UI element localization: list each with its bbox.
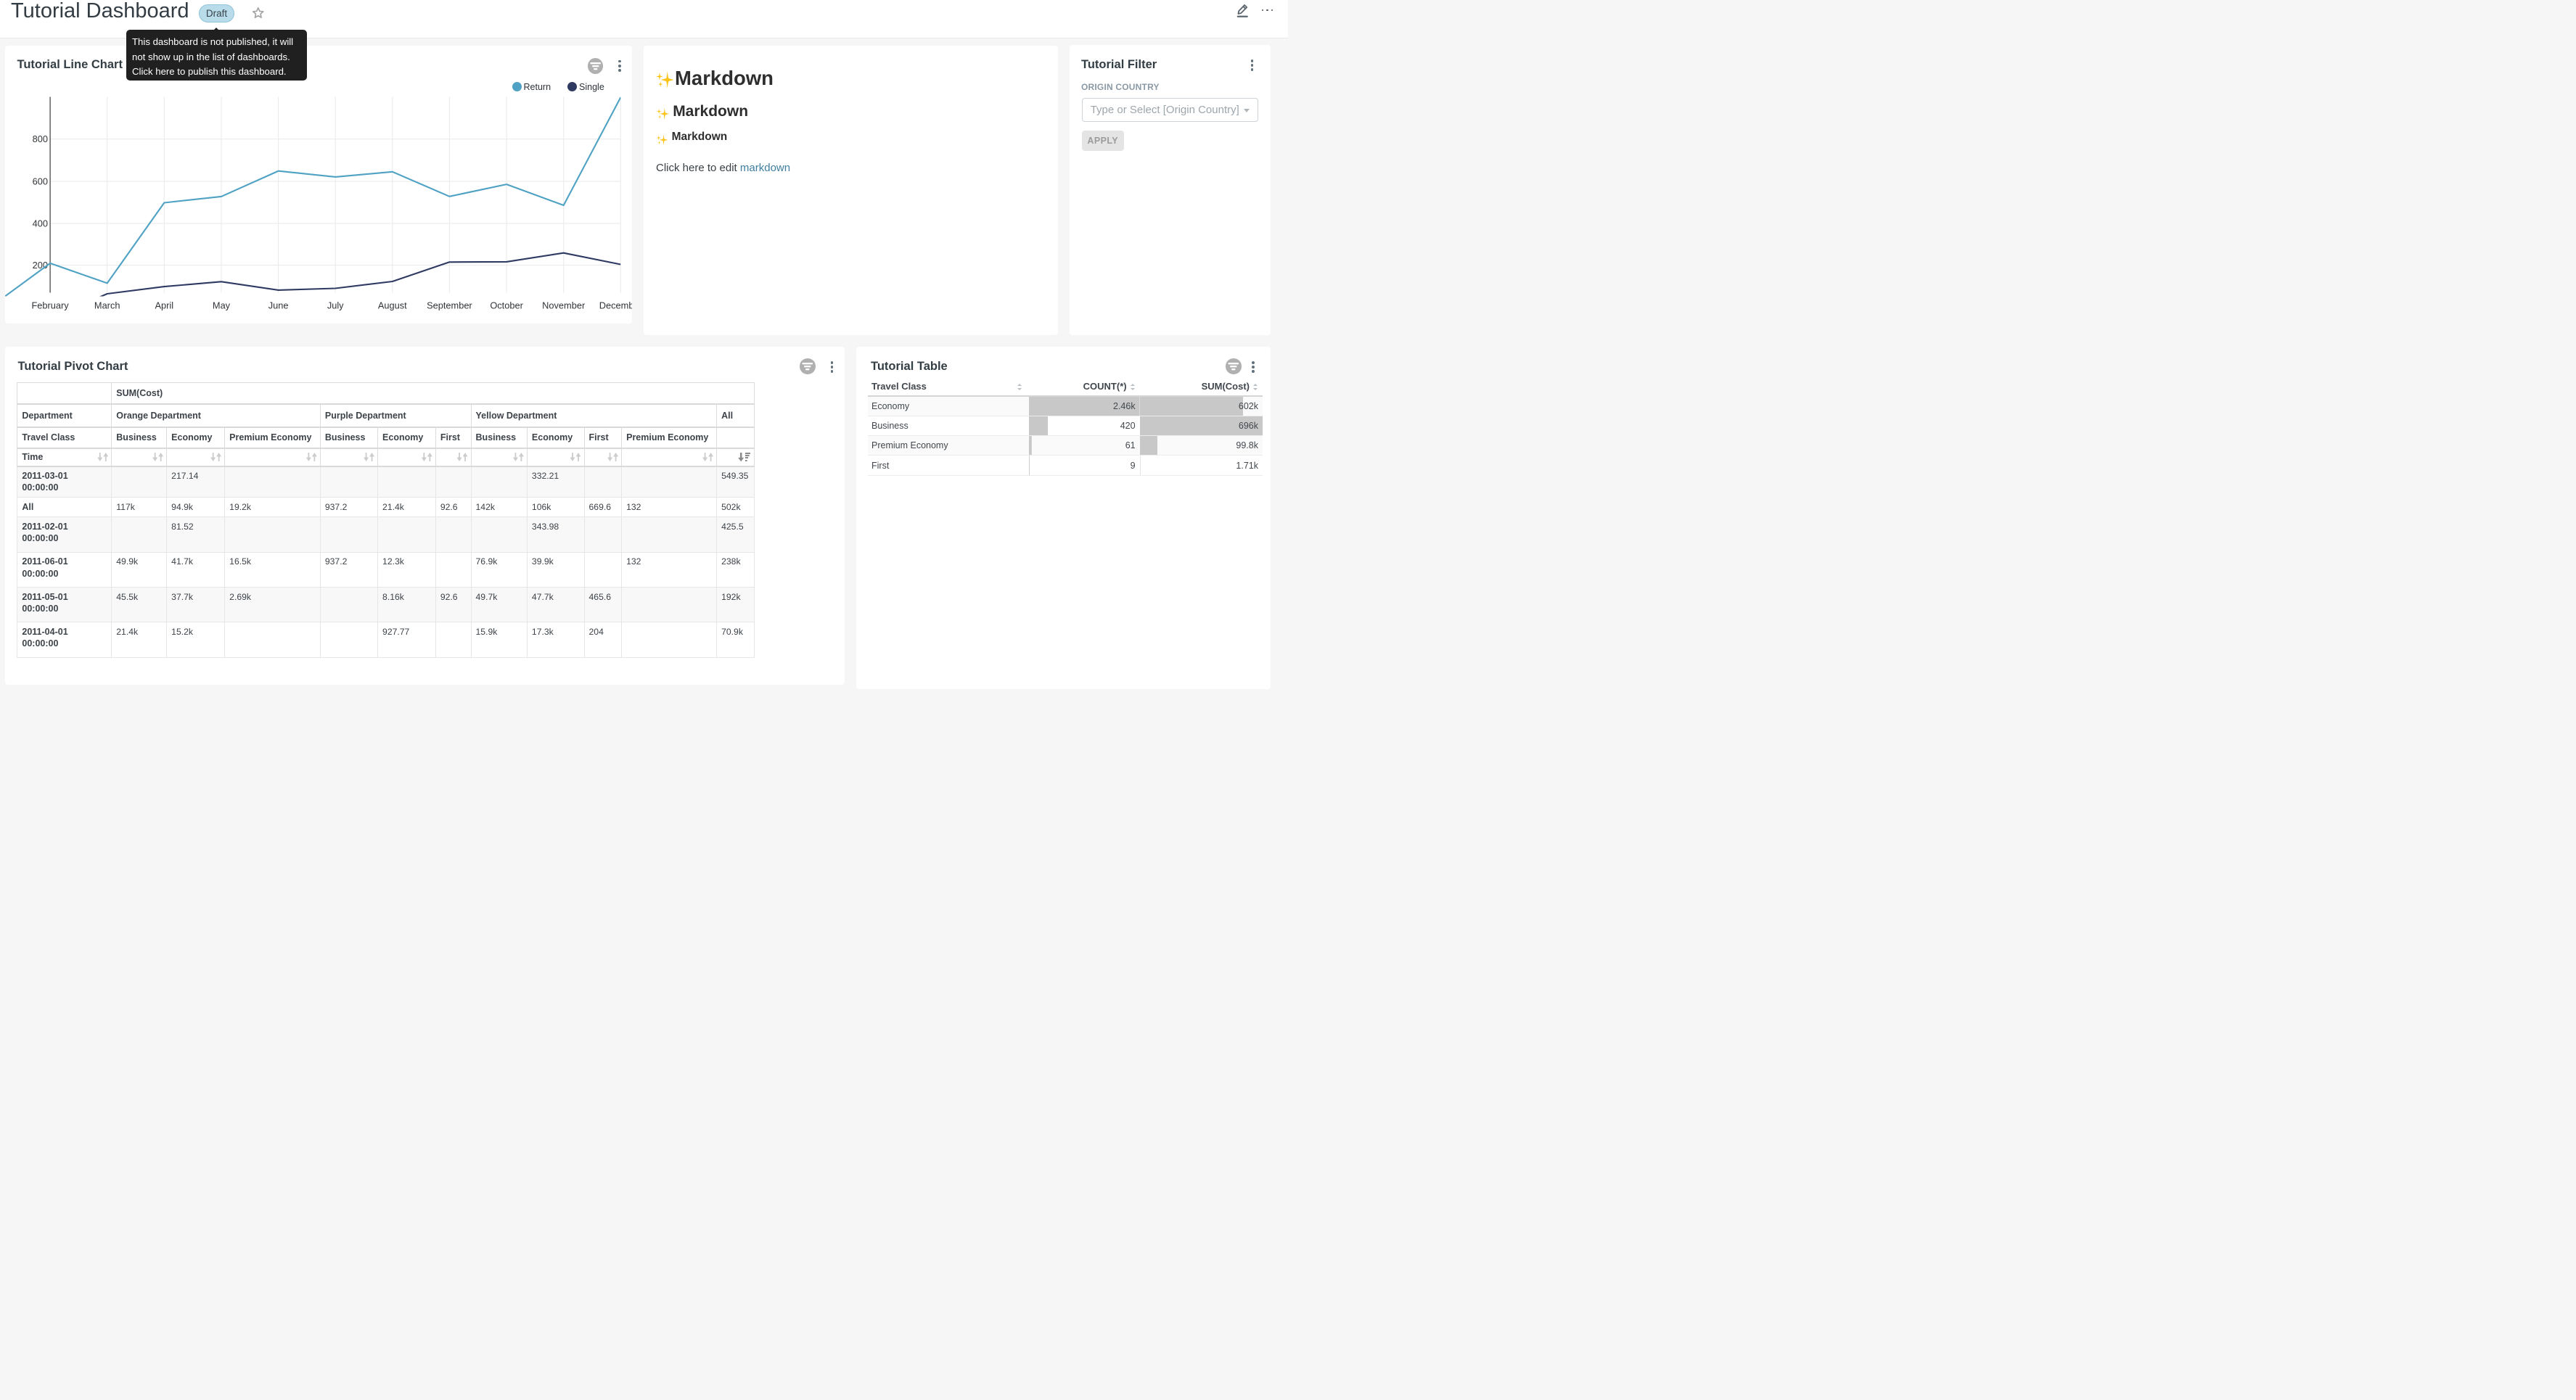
svg-text:June: June — [268, 300, 288, 310]
svg-text:800: 800 — [32, 133, 47, 144]
svg-text:400: 400 — [32, 218, 47, 228]
svg-text:May: May — [212, 300, 230, 310]
svg-text:December: December — [599, 300, 632, 310]
svg-text:November: November — [542, 300, 586, 310]
svg-text:February: February — [31, 300, 69, 310]
svg-text:July: July — [327, 300, 343, 310]
svg-text:March: March — [94, 300, 120, 310]
svg-text:200: 200 — [32, 260, 47, 271]
svg-text:September: September — [427, 300, 472, 310]
svg-text:August: August — [377, 300, 406, 310]
svg-text:April: April — [155, 300, 173, 310]
svg-text:600: 600 — [32, 176, 47, 186]
svg-text:October: October — [490, 300, 523, 310]
